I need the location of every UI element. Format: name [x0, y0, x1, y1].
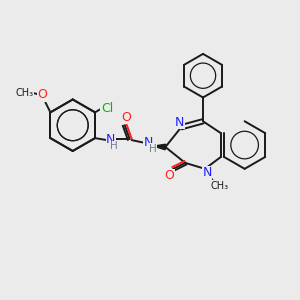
- Text: CH₃: CH₃: [211, 181, 229, 191]
- Text: O: O: [164, 169, 174, 182]
- Text: H: H: [110, 141, 118, 151]
- Text: N: N: [106, 133, 116, 146]
- Text: N: N: [202, 166, 212, 179]
- Text: O: O: [38, 88, 47, 101]
- Text: Cl: Cl: [101, 102, 113, 115]
- Text: CH₃: CH₃: [16, 88, 34, 98]
- Text: H: H: [148, 144, 156, 154]
- Text: N: N: [175, 116, 184, 129]
- Polygon shape: [154, 144, 166, 150]
- Text: O: O: [121, 111, 131, 124]
- Text: N: N: [144, 136, 153, 148]
